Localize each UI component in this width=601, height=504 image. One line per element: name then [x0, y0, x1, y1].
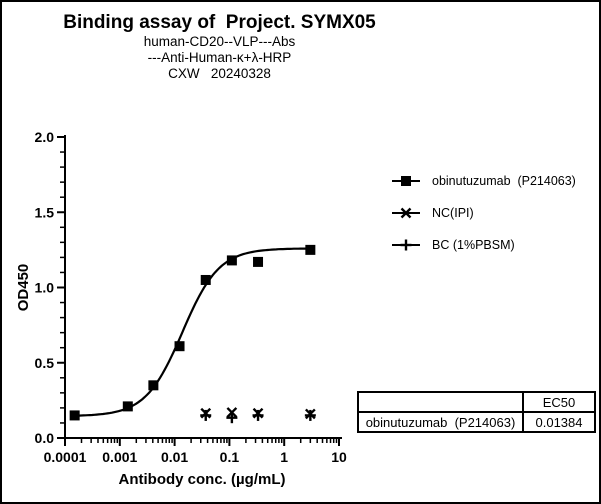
legend-label: obinutuzumab (P214063)	[432, 174, 576, 188]
svg-text:0.01: 0.01	[161, 449, 188, 465]
table-header-ec50: EC50	[522, 391, 596, 413]
legend-item-obinutuzumab: obinutuzumab (P214063)	[391, 170, 576, 192]
chart-subtitle-line3: CXW 20240328	[168, 66, 271, 81]
chart-subtitle-line2: ---Anti-Human-κ+λ-HRP	[147, 50, 292, 65]
legend-item-nc: NC(IPI)	[391, 202, 576, 224]
svg-text:1.5: 1.5	[35, 204, 55, 220]
chart-title: Binding assay of Project. SYMX05	[63, 12, 376, 33]
svg-text:1: 1	[280, 449, 288, 465]
ec50-results-table: EC50 obinutuzumab (P214063) 0.01384	[357, 391, 596, 433]
svg-text:OD450: OD450	[15, 264, 32, 312]
square-marker-icon	[392, 176, 420, 186]
x-marker-icon	[392, 207, 420, 219]
svg-text:0.5: 0.5	[35, 355, 55, 371]
table-cell-ec50-value: 0.01384	[522, 411, 596, 433]
chart-legend: obinutuzumab (P214063) NC(IPI) BC (1%PBS…	[391, 170, 576, 266]
plus-marker-icon	[392, 239, 420, 251]
svg-text:0.0001: 0.0001	[44, 449, 87, 465]
legend-item-bc: BC (1%PBSM)	[391, 234, 576, 256]
svg-text:0.1: 0.1	[220, 449, 240, 465]
legend-label: BC (1%PBSM)	[432, 238, 515, 252]
figure-header: Binding assay of Project. SYMX05 human-C…	[7, 12, 432, 82]
svg-text:2.0: 2.0	[35, 129, 55, 145]
svg-text:1.0: 1.0	[35, 280, 55, 296]
table-header-empty-cell	[357, 391, 524, 413]
table-cell-sample-name: obinutuzumab (P214063)	[357, 411, 524, 433]
legend-label: NC(IPI)	[432, 206, 474, 220]
table-row: obinutuzumab (P214063) 0.01384	[357, 411, 596, 433]
table-header-row: EC50	[357, 391, 596, 413]
svg-text:10: 10	[331, 449, 347, 465]
chart-subtitle-line1: human-CD20--VLP---Abs	[143, 34, 296, 49]
svg-text:0.001: 0.001	[102, 449, 137, 465]
svg-text:0.0: 0.0	[35, 430, 55, 446]
svg-text:Antibody conc. (µg/mL): Antibody conc. (µg/mL)	[119, 471, 286, 488]
